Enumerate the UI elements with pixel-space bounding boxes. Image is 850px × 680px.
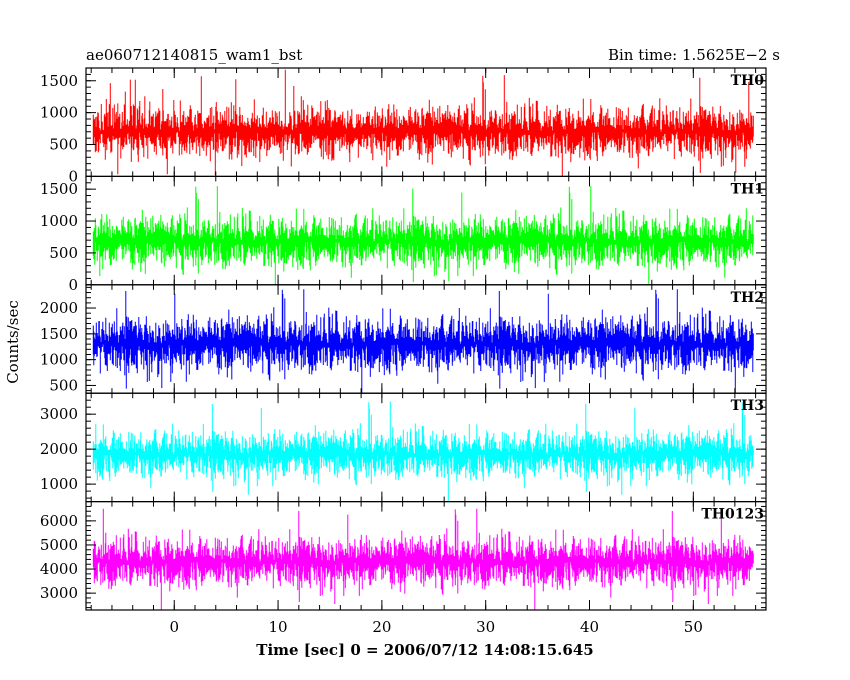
panel-th0: 0 500 1000 1500 TH0 — [40, 67, 767, 185]
x-tick-label: 50 — [684, 618, 703, 636]
y-tick-label: 1000 — [40, 351, 78, 369]
y-tick-label: 1500 — [40, 180, 78, 198]
y-tick-label: 1500 — [40, 72, 78, 90]
series-trace-th0123 — [92, 508, 754, 610]
panel-label-th3: TH3 — [731, 398, 764, 414]
y-tick-label: 1500 — [40, 325, 78, 343]
x-axis: 0 10 20 30 40 50 — [169, 618, 702, 636]
y-tick-label: 1000 — [40, 475, 78, 493]
chart-title: ae060712140815_wam1_bst — [86, 46, 302, 64]
y-tick-label: 3000 — [40, 405, 78, 423]
y-tick-label: 4000 — [40, 560, 78, 578]
series-trace-th3 — [92, 401, 754, 502]
series-trace-th0 — [92, 69, 754, 177]
panel-th0123: 3000 4000 5000 6000 TH0123 — [40, 501, 767, 611]
bin-time-label: Bin time: 1.5625E−2 s — [608, 46, 780, 64]
x-tick-label: 0 — [169, 618, 179, 636]
y-tick-label: 2000 — [40, 440, 78, 458]
x-tick-label: 30 — [476, 618, 495, 636]
panel-th3: 1000 2000 3000 TH3 — [40, 392, 767, 503]
y-tick-label: 2000 — [40, 299, 78, 317]
y-tick-label: 500 — [49, 136, 78, 154]
y-tick-label: 5000 — [40, 536, 78, 554]
panel-label-th2: TH2 — [731, 290, 764, 306]
y-tick-label: 0 — [68, 167, 78, 185]
series-trace-th2 — [92, 289, 754, 394]
series-trace-th1 — [92, 186, 754, 285]
y-tick-label: 1000 — [40, 212, 78, 230]
panel-th1: 0 500 1000 1500 TH1 — [40, 175, 767, 294]
x-tick-label: 10 — [269, 618, 288, 636]
y-tick-label: 500 — [49, 376, 78, 394]
panel-label-th0123: TH0123 — [701, 507, 764, 523]
x-axis-label: Time [sec] 0 = 2006/07/12 14:08:15.645 — [256, 641, 593, 659]
y-axis-label: Counts/sec — [4, 300, 22, 384]
x-tick-label: 20 — [372, 618, 391, 636]
panel-frame — [85, 501, 767, 611]
panels-group: 0 500 1000 1500 TH0 0 500 1000 1500 TH1 500 1000 150… — [40, 67, 767, 611]
panel-th2: 500 1000 1500 2000 TH2 — [40, 284, 767, 394]
y-tick-label: 1000 — [40, 104, 78, 122]
panel-label-th0: TH0 — [731, 73, 765, 89]
y-tick-label: 6000 — [40, 512, 78, 530]
y-tick-label: 500 — [49, 244, 78, 262]
panel-label-th1: TH1 — [731, 181, 764, 197]
y-tick-label: 0 — [68, 276, 78, 294]
y-tick-label: 3000 — [40, 584, 78, 602]
x-tick-label: 40 — [580, 618, 599, 636]
